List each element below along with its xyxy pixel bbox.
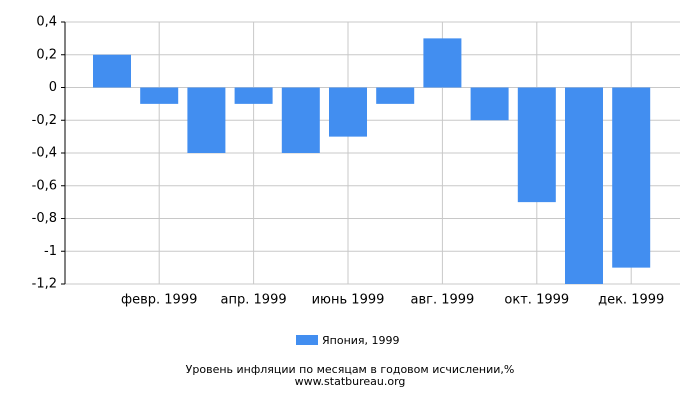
- chart-subtitle: www.statbureau.org: [295, 375, 406, 388]
- y-tick-label: -0,8: [32, 211, 57, 226]
- bar: [470, 87, 509, 121]
- y-tick-label: -1,2: [32, 277, 57, 292]
- bar: [93, 54, 131, 88]
- bar: [187, 87, 226, 153]
- y-tick-label: -0,6: [32, 178, 57, 193]
- bar: [376, 87, 415, 104]
- bar: [517, 87, 556, 203]
- y-tick-label: 0,2: [36, 47, 57, 62]
- bar: [281, 87, 320, 153]
- bar: [329, 87, 367, 137]
- y-tick-label: 0: [49, 80, 57, 95]
- bar: [612, 87, 651, 268]
- x-tick-label: февр. 1999: [121, 293, 197, 308]
- bar: [423, 38, 462, 88]
- x-tick-label: апр. 1999: [221, 293, 287, 308]
- y-tick-label: -1: [44, 244, 57, 259]
- y-tick-label: -0,2: [32, 113, 57, 128]
- legend-swatch: [296, 335, 318, 345]
- y-tick-label: 0,4: [36, 15, 57, 30]
- x-tick-label: авг. 1999: [410, 293, 474, 308]
- bar: [565, 87, 603, 284]
- y-tick-label: -0,4: [32, 146, 57, 161]
- bar: [234, 87, 273, 104]
- x-tick-label: июнь 1999: [312, 293, 385, 308]
- legend-label: Япония, 1999: [322, 334, 400, 347]
- x-tick-label: окт. 1999: [504, 293, 569, 308]
- bar: [140, 87, 179, 104]
- chart-title: Уровень инфляции по месяцам в годовом ис…: [186, 363, 515, 376]
- x-tick-label: дек. 1999: [598, 293, 664, 308]
